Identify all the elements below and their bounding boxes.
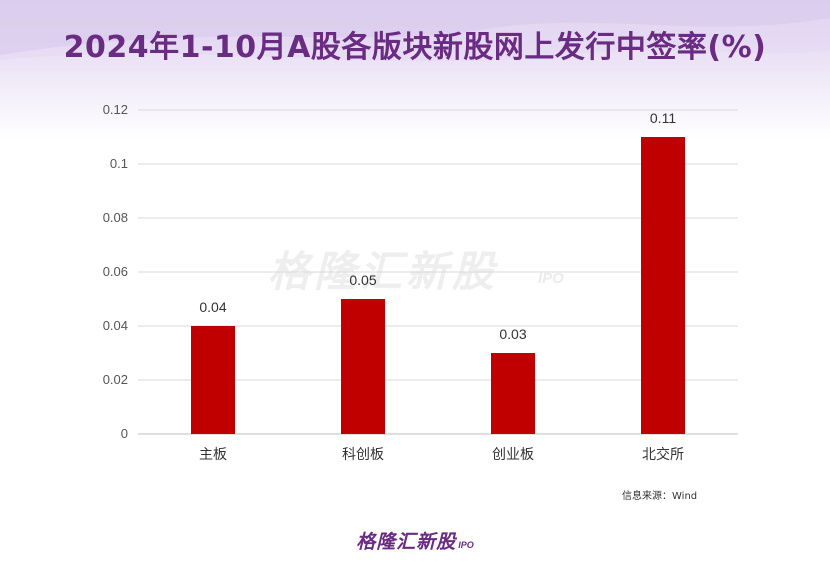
header-wave-decoration [0, 0, 830, 62]
y-tick-label: 0.08 [103, 210, 128, 225]
footer-brand: 格隆汇新股 [356, 531, 457, 553]
chart-title: 2024年1-10月A股各版块新股网上发行中签率(%) [63, 30, 767, 65]
watermark-ipo: IPO [538, 270, 564, 287]
data-label: 0.11 [650, 110, 676, 126]
x-tick-label: 创业板 [492, 447, 534, 463]
source-note: 信息来源：Wind [622, 491, 698, 502]
bar [191, 326, 235, 434]
y-tick-label: 0.12 [103, 102, 128, 117]
bar [491, 353, 535, 434]
y-tick-label: 0.06 [103, 264, 128, 279]
x-tick-label: 北交所 [642, 446, 684, 463]
y-tick-label: 0.02 [103, 372, 128, 387]
y-tick-label: 0 [121, 426, 128, 441]
x-tick-label: 科创板 [342, 447, 384, 463]
bar [341, 299, 385, 434]
bar [641, 137, 685, 434]
data-label: 0.05 [349, 272, 376, 288]
y-tick-label: 0.1 [110, 156, 128, 171]
y-tick-label: 0.04 [103, 318, 128, 333]
footer-ipo: IPO [458, 540, 474, 550]
data-label: 0.04 [199, 299, 226, 315]
data-label: 0.03 [499, 326, 526, 342]
footer-logo: 格隆汇新股 IPO [0, 527, 830, 554]
x-tick-label: 主板 [199, 447, 227, 463]
